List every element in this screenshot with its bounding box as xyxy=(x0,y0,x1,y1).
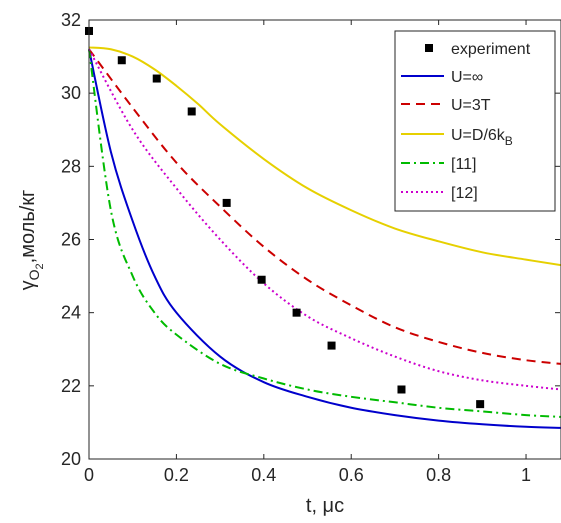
legend-item: U=∞ xyxy=(401,69,483,86)
experiment-point xyxy=(327,341,336,350)
y-axis-label-subsub: 2 xyxy=(34,263,46,269)
experiment-point xyxy=(222,198,231,207)
y-tick-label: 28 xyxy=(61,156,81,176)
legend-box xyxy=(394,30,556,212)
y-axis-label-sub: O xyxy=(26,269,42,280)
experiment-point xyxy=(476,400,485,409)
series-line-2 xyxy=(88,48,561,365)
y-tick-label: 22 xyxy=(61,376,81,396)
experiment-point xyxy=(117,56,126,65)
legend-label: U=∞ xyxy=(451,69,483,86)
x-tick-label: 1 xyxy=(521,465,531,485)
legend-item: U=3T xyxy=(401,97,491,114)
x-axis-label: t, μс xyxy=(306,495,344,517)
legend-item: [11] xyxy=(401,156,477,173)
y-tick-label: 20 xyxy=(61,449,81,469)
legend-label: [11] xyxy=(451,156,477,173)
marker-layer xyxy=(85,26,485,409)
series-line-5 xyxy=(88,48,561,391)
y-axis-label-symbol: γ xyxy=(17,280,39,290)
x-tick-label: 0.8 xyxy=(426,465,451,485)
experiment-point xyxy=(257,275,266,284)
axes-layer: 0 0.2 0.4 0.6 0.8 1 20 22 24 26 28 30 32 xyxy=(61,10,561,485)
legend: experiment U=∞ U=3T U=D/6kB [11] [12] xyxy=(394,30,556,212)
x-tick-label: 0 xyxy=(84,465,94,485)
x-tick-label: 0.4 xyxy=(251,465,276,485)
legend-label: U=D/6kB xyxy=(451,127,513,148)
legend-item: experiment xyxy=(425,41,531,58)
y-tick-label: 24 xyxy=(61,303,81,323)
y-axis-label: γO2,моль/кг xyxy=(17,190,46,291)
y-tick-label: 32 xyxy=(61,10,81,30)
series-line-4 xyxy=(88,49,561,418)
y-tick-label: 30 xyxy=(61,83,81,103)
experiment-point xyxy=(292,308,301,317)
series-layer xyxy=(88,46,561,429)
legend-label: [12] xyxy=(451,185,478,202)
y-tick-label: 26 xyxy=(61,230,81,250)
x-tick-label: 0.6 xyxy=(339,465,364,485)
legend-label: experiment xyxy=(451,41,531,58)
legend-item: [12] xyxy=(401,185,478,202)
experiment-point xyxy=(397,385,406,394)
experiment-point xyxy=(187,107,196,116)
legend-swatch xyxy=(425,44,433,52)
y-axis-label-unit: ,моль/кг xyxy=(17,190,39,264)
experiment-point xyxy=(152,74,161,83)
series-line-1 xyxy=(88,49,561,429)
x-tick-label: 0.2 xyxy=(164,465,189,485)
legend-item: U=D/6kB xyxy=(401,127,513,148)
legend-label: U=3T xyxy=(451,97,491,114)
series-line-3 xyxy=(88,46,561,267)
